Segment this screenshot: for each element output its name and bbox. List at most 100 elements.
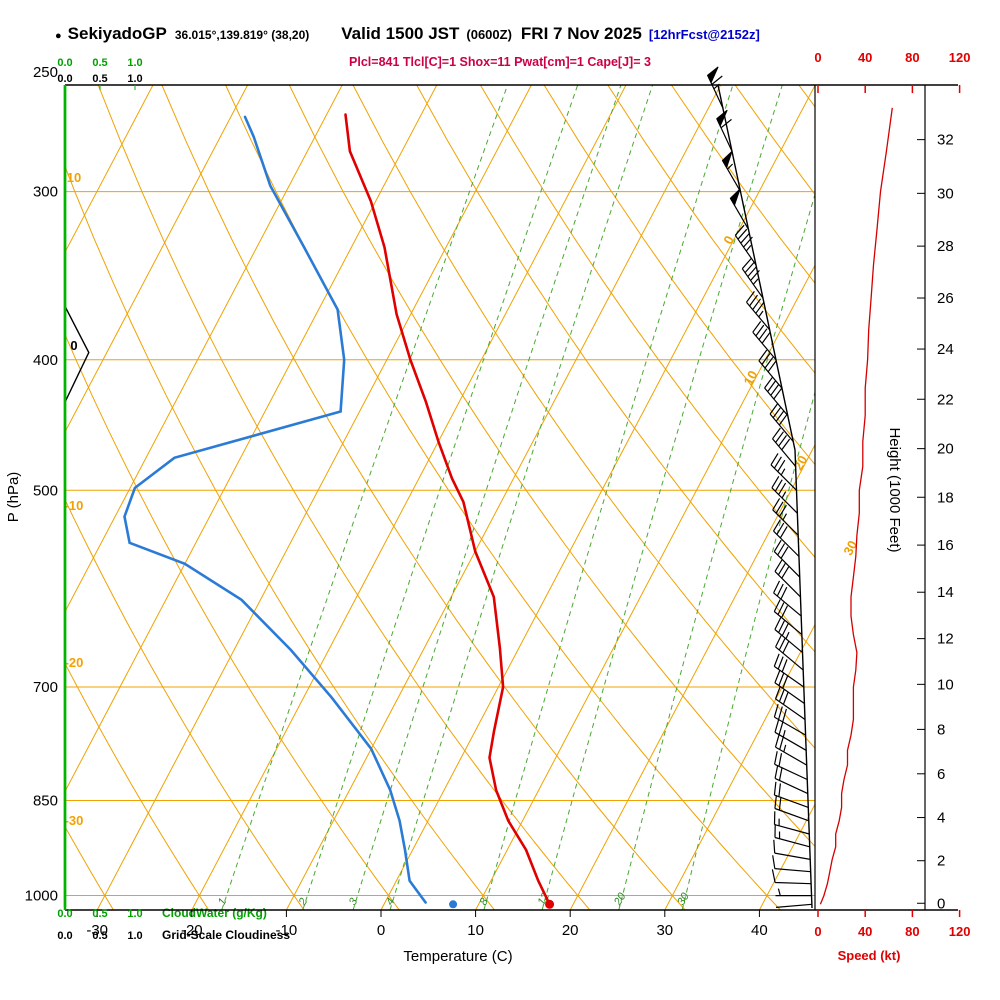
temperature-tick-label: 30 bbox=[656, 922, 673, 939]
wind-speed-profile bbox=[819, 107, 893, 905]
isotherm-label: 0 bbox=[720, 233, 737, 246]
sounding-curves bbox=[123, 113, 555, 909]
wind-barb bbox=[772, 427, 797, 467]
height-tick-label: 12 bbox=[937, 631, 954, 648]
dry-adiabat-line bbox=[607, 85, 815, 374]
valid-utc: (0600Z) bbox=[466, 27, 512, 42]
mixing-ratio-label: 30 bbox=[675, 890, 692, 907]
isotherm-line bbox=[65, 85, 249, 434]
cloudiness-label: Grid-Scale Cloudiness bbox=[162, 928, 290, 942]
dry-adiabat-label: -20 bbox=[65, 655, 84, 670]
station-bullet-icon: ● bbox=[55, 30, 62, 42]
isotherm-line bbox=[285, 85, 722, 910]
header-title: ● SekiyadoGP 36.015°,139.819° (38,20) Va… bbox=[55, 24, 760, 44]
temperature-tick-label: 0 bbox=[377, 922, 385, 939]
cloudiness-scale-value-bottom: 0.5 bbox=[92, 930, 107, 942]
isotherm-line bbox=[380, 85, 815, 910]
speed-tick-label-top: 120 bbox=[949, 50, 971, 65]
dry-adiabat-line bbox=[161, 85, 686, 910]
wind-barb bbox=[772, 519, 800, 557]
dry-adiabat-label: 10 bbox=[67, 170, 81, 185]
dry-adiabat-line bbox=[479, 85, 815, 559]
wind-barb-column bbox=[706, 66, 813, 909]
dry-adiabat-line bbox=[65, 825, 114, 910]
dry-adiabat-label: -10 bbox=[65, 498, 84, 513]
speed-tick-label-bottom: 0 bbox=[814, 924, 821, 939]
pressure-tick-label: 300 bbox=[33, 184, 58, 201]
temperature-axis-title: Temperature (C) bbox=[403, 948, 512, 965]
isobar-lines bbox=[65, 191, 815, 897]
wind-barb bbox=[773, 811, 810, 835]
wind-barb bbox=[772, 855, 811, 873]
dry-adiabat-line bbox=[65, 333, 400, 910]
wind-barb bbox=[769, 402, 794, 442]
dry-adiabat-label: -30 bbox=[65, 813, 84, 828]
wind-staff-line bbox=[717, 84, 813, 909]
height-tick-label: 20 bbox=[937, 441, 954, 458]
wind-barb-pennant bbox=[729, 188, 741, 207]
cloudiness-scale-value-bottom: 1.0 bbox=[127, 930, 142, 942]
wind-barb bbox=[773, 704, 806, 736]
isotherm-line bbox=[96, 85, 532, 910]
wind-barb bbox=[774, 670, 805, 704]
pressure-axis-title: P (hPa) bbox=[5, 472, 22, 523]
mixing-ratio-line bbox=[483, 85, 734, 910]
height-tick-label: 22 bbox=[937, 391, 954, 408]
height-tick-label: 32 bbox=[937, 132, 954, 149]
pressure-tick-label: 250 bbox=[33, 64, 58, 81]
height-tick-label: 2 bbox=[937, 853, 945, 870]
pressure-tick-label: 700 bbox=[33, 679, 58, 696]
mixing-ratio-label: 20 bbox=[611, 890, 628, 908]
temperature-tick-label: -10 bbox=[276, 922, 298, 939]
wind-barb-pennant bbox=[706, 66, 719, 84]
height-tick-label: 14 bbox=[937, 584, 954, 601]
height-tick-label: 26 bbox=[937, 290, 954, 307]
mixing-ratio-label: 4 bbox=[384, 896, 397, 907]
height-tick-label: 24 bbox=[937, 341, 954, 358]
wind-barb bbox=[774, 751, 808, 781]
cloudwater-label: CloudWater (g/Kg) bbox=[162, 906, 267, 920]
wind-barb bbox=[770, 453, 797, 491]
cloudwater-scale-value-bottom: 1.0 bbox=[127, 908, 142, 920]
wind-barb bbox=[764, 376, 789, 416]
height-axis-title: Height (1000 Feet) bbox=[886, 427, 903, 552]
temperature-tick-label: -20 bbox=[181, 922, 203, 939]
dry-adiabat-line bbox=[543, 85, 815, 466]
mixing-ratio-label: 2 bbox=[296, 896, 310, 908]
wind-barb bbox=[734, 224, 757, 266]
dry-adiabat-line bbox=[65, 165, 495, 910]
dry-adiabat-label: 0 bbox=[70, 338, 77, 353]
mixing-ratio-line bbox=[302, 85, 579, 910]
mixing-ratio-line bbox=[541, 85, 783, 910]
wind-barb bbox=[773, 781, 809, 808]
speed-tick-label-bottom: 120 bbox=[949, 924, 971, 939]
height-tick-label: 8 bbox=[937, 721, 945, 738]
isotherm-line bbox=[65, 85, 343, 613]
wind-barb-pennant bbox=[716, 109, 728, 128]
speed-axis-title: Speed (kt) bbox=[838, 948, 901, 963]
mixing-ratio-label: 1 bbox=[216, 896, 229, 907]
cloudiness-scale-value-bottom: 0.0 bbox=[57, 930, 72, 942]
dry-adiabat-lines bbox=[65, 85, 815, 910]
wind-barb bbox=[775, 903, 812, 908]
cloudiness-scale-value-top: 0.0 bbox=[57, 73, 72, 85]
wind-barb bbox=[774, 824, 810, 848]
wind-barb bbox=[758, 349, 783, 389]
isotherm-line bbox=[65, 85, 154, 254]
mixing-ratio-label: 3 bbox=[347, 895, 361, 907]
cloudiness-scale-value-top: 1.0 bbox=[127, 73, 142, 85]
surface-temperature-dot bbox=[545, 899, 555, 909]
mixing-ratio-line bbox=[352, 85, 622, 910]
cloudwater-scale-value-top: 0.5 bbox=[92, 57, 107, 69]
temperature-tick-label: -30 bbox=[86, 922, 108, 939]
isotherm-line bbox=[758, 803, 815, 910]
pressure-tick-label: 400 bbox=[33, 352, 58, 369]
mixing-ratio-line bbox=[389, 85, 654, 910]
isotherm-line bbox=[191, 85, 627, 910]
wind-barb bbox=[774, 559, 801, 598]
height-tick-label: 16 bbox=[937, 537, 954, 554]
wind-barb bbox=[775, 888, 812, 897]
dry-adiabat-line bbox=[65, 662, 210, 910]
cloudiness-scale-value-top: 0.5 bbox=[92, 73, 107, 85]
